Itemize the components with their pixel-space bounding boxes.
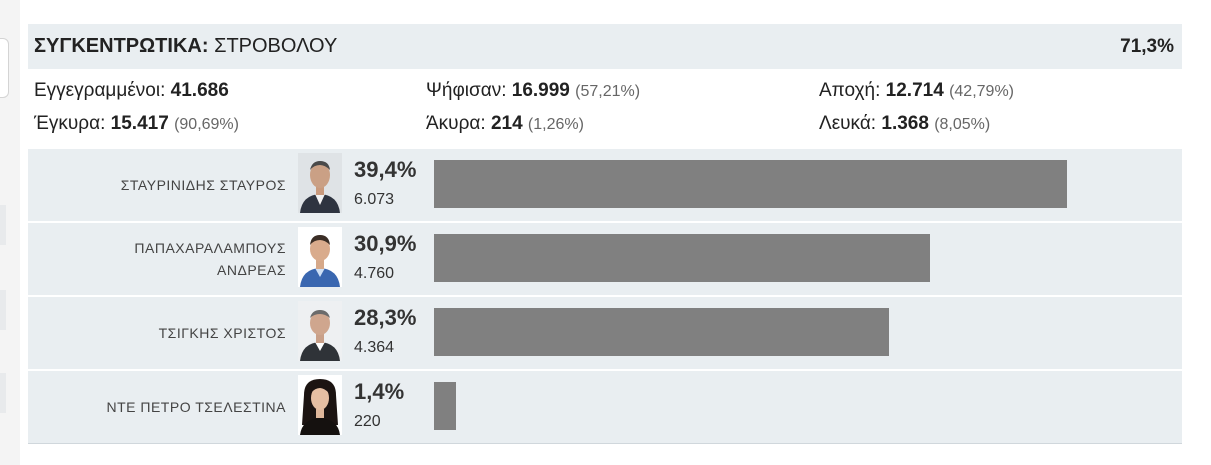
stat-value: 41.686 [170, 80, 229, 101]
stat-valid: Έγκυρα: 15.417 (90,69%) [34, 113, 239, 135]
stat-percent: (8,05%) [934, 116, 991, 133]
candidate-votes: 4.364 [354, 339, 395, 356]
header-title: ΣΥΓΚΕΝΤΡΩΤΙΚΑ: ΣΤΡΟΒΟΛΟΥ [34, 35, 337, 58]
stat-value: 12.714 [885, 80, 944, 101]
candidate-photo [298, 227, 342, 287]
stat-value: 16.999 [511, 80, 570, 101]
candidate-list: ΣΤΑΥΡΙΝΙΔΗΣ ΣΤΑΥΡΟΣ 39,4% 6.073 ΠΑΠΑΧΑΡΑ… [28, 149, 1182, 444]
results-panel: ΣΥΓΚΕΝΤΡΩΤΙΚΑ: ΣΤΡΟΒΟΛΟΥ 71,3% Εγγεγραμμ… [28, 24, 1182, 444]
results-header: ΣΥΓΚΕΝΤΡΩΤΙΚΑ: ΣΤΡΟΒΟΛΟΥ 71,3% [28, 24, 1182, 69]
candidate-votes: 220 [354, 413, 381, 430]
side-panel-tab [0, 205, 6, 245]
candidate-percent: 28,3% [354, 305, 417, 330]
stat-percent: (42,79%) [949, 83, 1014, 100]
stat-value: 15.417 [110, 113, 169, 134]
stat-percent: (90,69%) [174, 116, 239, 133]
candidate-row: ΣΤΑΥΡΙΝΙΔΗΣ ΣΤΑΥΡΟΣ 39,4% 6.073 [28, 149, 1182, 223]
candidate-votes: 4.760 [354, 265, 395, 282]
header-district: ΣΤΡΟΒΟΛΟΥ [214, 35, 338, 57]
stat-label: Άκυρα: [426, 113, 486, 134]
stat-label: Έγκυρα: [34, 113, 106, 134]
stat-label: Ψήφισαν: [426, 80, 507, 101]
candidate-row: ΠΑΠΑΧΑΡΑΛΑΜΠΟΥΣ ΑΝΔΡΕΑΣ 30,9% 4.760 [28, 223, 1182, 297]
bar-track [434, 382, 1134, 430]
candidate-votes: 6.073 [354, 191, 395, 208]
candidate-bar [434, 160, 1067, 208]
side-panel-box [0, 38, 9, 98]
stat-label: Εγγεγραμμένοι: [34, 80, 166, 101]
candidate-photo [298, 375, 342, 435]
stat-blank: Λευκά: 1.368 (8,05%) [819, 113, 990, 135]
candidate-photo [298, 153, 342, 213]
bar-track [434, 234, 1134, 282]
candidate-photo [298, 301, 342, 361]
candidate-row: ΝΤΕ ΠΕΤΡΟ ΤΣΕΛΕΣΤΙΝΑ 1,4% 220 [28, 371, 1182, 443]
candidate-percent: 39,4% [354, 157, 417, 182]
candidate-bar [434, 382, 457, 430]
bar-track [434, 160, 1134, 208]
stat-percent: (57,21%) [575, 83, 641, 100]
stat-label: Αποχή: [819, 80, 881, 101]
candidate-name: ΝΤΕ ΠΕΤΡΟ ΤΣΕΛΕΣΤΙΝΑ [106, 399, 286, 415]
side-panel-edge [0, 0, 20, 465]
bar-track [434, 308, 1134, 356]
candidate-percent: 30,9% [354, 231, 417, 256]
stat-label: Λευκά: [819, 113, 877, 134]
stat-voted: Ψήφισαν: 16.999 (57,21%) [426, 80, 640, 102]
turnout-value: 71,3% [1120, 35, 1174, 57]
stats-block: Εγγεγραμμένοι: 41.686 Ψήφισαν: 16.999 (5… [28, 69, 1182, 149]
candidate-row: ΤΣΙΓΚΗΣ ΧΡΙΣΤΟΣ 28,3% 4.364 [28, 297, 1182, 371]
candidate-bar [434, 308, 889, 356]
side-panel-tab [0, 373, 6, 413]
stat-value: 1.368 [881, 113, 929, 134]
candidate-name: ΠΑΠΑΧΑΡΑΛΑΜΠΟΥΣ ΑΝΔΡΕΑΣ [134, 240, 286, 278]
stat-invalid: Άκυρα: 214 (1,26%) [426, 113, 584, 135]
stat-value: 214 [490, 113, 523, 134]
candidate-name: ΤΣΙΓΚΗΣ ΧΡΙΣΤΟΣ [158, 325, 286, 341]
header-label: ΣΥΓΚΕΝΤΡΩΤΙΚΑ: [34, 35, 209, 57]
stat-registered: Εγγεγραμμένοι: 41.686 [34, 80, 229, 102]
candidate-name: ΣΤΑΥΡΙΝΙΔΗΣ ΣΤΑΥΡΟΣ [120, 177, 286, 193]
side-panel-tab [0, 290, 6, 330]
candidate-percent: 1,4% [354, 379, 405, 404]
stat-abstention: Αποχή: 12.714 (42,79%) [819, 80, 1014, 102]
candidate-bar [434, 234, 931, 282]
stat-percent: (1,26%) [527, 116, 584, 133]
